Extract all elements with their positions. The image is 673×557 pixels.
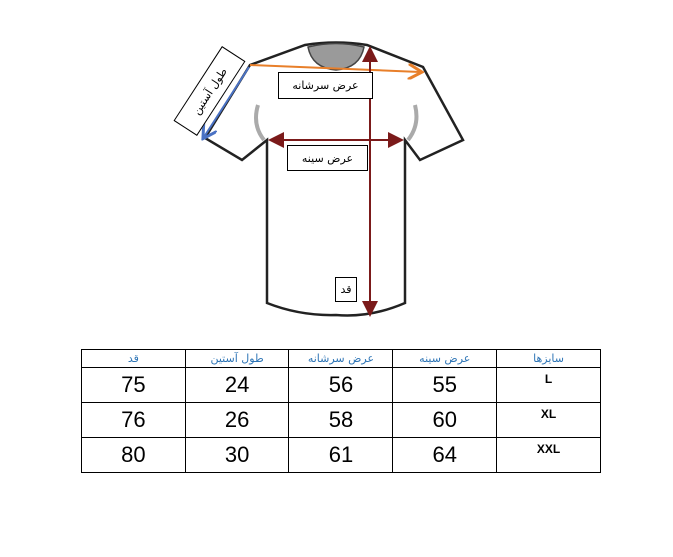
cell-shoulder: 56 bbox=[288, 367, 394, 403]
cell-chest: 64 bbox=[392, 437, 498, 473]
shoulder-arrow bbox=[249, 65, 420, 72]
table-row: 75 24 56 55 L bbox=[81, 367, 601, 403]
table-header-row: قد طول آستین عرض سرشانه عرض سینه سایزها bbox=[81, 349, 601, 368]
cell-chest: 55 bbox=[392, 367, 498, 403]
cell-length: 76 bbox=[81, 402, 186, 438]
header-sizes: سایزها bbox=[496, 349, 601, 368]
chest-width-label: عرض سینه bbox=[287, 145, 368, 171]
cell-shoulder: 61 bbox=[288, 437, 394, 473]
header-length: قد bbox=[81, 349, 186, 368]
cell-length: 80 bbox=[81, 437, 186, 473]
cell-size: XXL bbox=[496, 437, 601, 473]
cell-size: XL bbox=[496, 402, 601, 438]
table-row: 76 26 58 60 XL bbox=[81, 402, 601, 438]
header-chest: عرض سینه bbox=[392, 349, 498, 368]
cell-sleeve: 26 bbox=[184, 402, 290, 438]
collar bbox=[307, 42, 365, 71]
tshirt-illustration bbox=[0, 41, 465, 317]
cell-chest: 60 bbox=[392, 402, 498, 438]
cell-sleeve: 24 bbox=[184, 367, 290, 403]
cell-sleeve: 30 bbox=[184, 437, 290, 473]
header-sleeve: طول آستین bbox=[184, 349, 290, 368]
length-label: قد bbox=[335, 277, 357, 302]
shoulder-width-label: عرض سرشانه bbox=[278, 72, 373, 99]
cell-length: 75 bbox=[81, 367, 186, 403]
cell-shoulder: 58 bbox=[288, 402, 394, 438]
cell-size: L bbox=[496, 367, 601, 403]
sleeve-arrow bbox=[204, 66, 250, 137]
table-row: 80 30 61 64 XXL bbox=[81, 437, 601, 473]
size-table: قد طول آستین عرض سرشانه عرض سینه سایزها … bbox=[81, 349, 601, 473]
header-shoulder: عرض سرشانه bbox=[288, 349, 394, 368]
